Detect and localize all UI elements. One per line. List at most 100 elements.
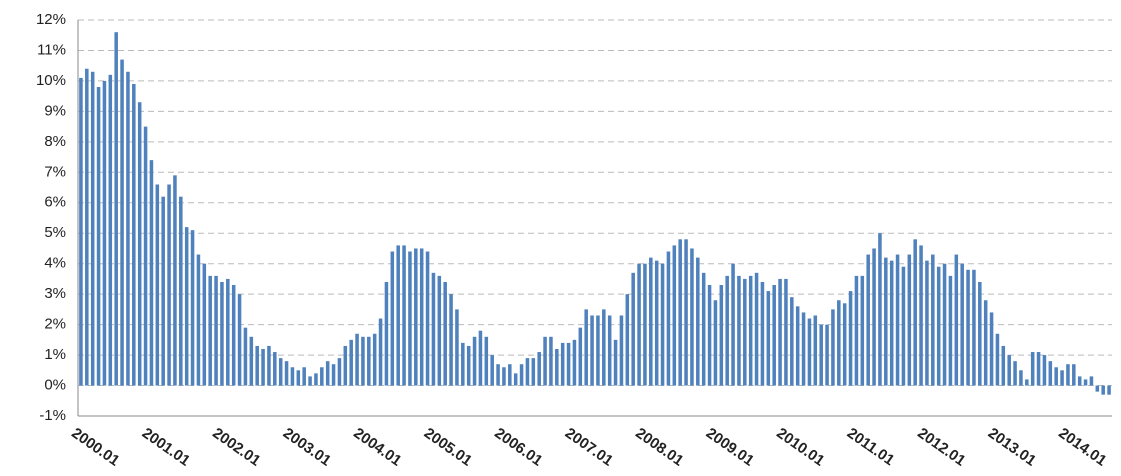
bar: [325, 361, 330, 386]
x-tick-label: 2007.01: [562, 425, 616, 470]
bar: [79, 77, 83, 386]
bar: [989, 312, 994, 386]
y-tick-label: 12%: [36, 11, 66, 28]
bar: [1036, 352, 1041, 386]
bar: [143, 126, 148, 386]
bar: [766, 291, 771, 386]
y-tick-label: 0%: [44, 377, 66, 394]
x-tick-label: 2011.01: [844, 425, 897, 470]
bar: [378, 318, 383, 386]
bar: [108, 74, 113, 386]
bar: [643, 263, 647, 386]
bar: [725, 275, 729, 386]
bar: [466, 345, 471, 386]
bar: [660, 263, 665, 386]
bar: [1060, 370, 1064, 386]
bar: [137, 102, 142, 386]
bar: [754, 272, 759, 386]
bar: [854, 275, 859, 386]
bar: [302, 367, 306, 386]
bar: [696, 257, 700, 386]
bar: [848, 291, 853, 386]
x-tick-label: 2014.01: [1055, 425, 1109, 470]
x-tick-label: 2002.01: [209, 425, 263, 470]
bar: [478, 330, 483, 386]
bar: [231, 285, 236, 386]
bar: [1001, 345, 1006, 386]
bar: [1030, 352, 1035, 386]
bar: [455, 309, 459, 386]
bar: [1019, 370, 1023, 386]
bar: [419, 248, 424, 386]
y-tick-label: 6%: [44, 194, 66, 211]
bar: [513, 373, 518, 386]
bar: [1042, 355, 1047, 386]
bar: [355, 333, 359, 386]
bar: [954, 254, 959, 386]
bar: [155, 184, 160, 386]
bar: [837, 300, 841, 386]
bar: [560, 342, 565, 386]
bar: [361, 336, 365, 386]
bar: [1095, 385, 1100, 392]
bar: [901, 266, 906, 386]
bar: [431, 272, 436, 386]
bar: [490, 355, 494, 386]
bar: [637, 263, 641, 386]
bar: [308, 376, 312, 386]
bar: [114, 32, 118, 386]
bar: [1101, 385, 1105, 395]
y-tick-label: 8%: [44, 133, 66, 150]
bar: [666, 251, 671, 386]
bar: [202, 263, 207, 386]
y-tick-label: 1%: [44, 346, 66, 363]
bar: [290, 367, 295, 386]
bar: [85, 68, 89, 386]
bar: [126, 71, 130, 386]
bar: [1077, 376, 1082, 386]
bar: [790, 297, 794, 386]
bar: [590, 315, 594, 386]
bar: [461, 342, 465, 386]
y-tick-label: 7%: [44, 163, 66, 180]
bar: [173, 175, 177, 386]
bar: [196, 254, 201, 386]
bar: [278, 358, 283, 386]
bar: [425, 251, 430, 386]
bar: [572, 339, 577, 386]
bar: [243, 327, 248, 386]
bar: [995, 333, 1000, 386]
bar: [942, 263, 947, 386]
bar: [449, 294, 453, 386]
bar: [649, 257, 653, 386]
bar: [701, 272, 706, 386]
bar: [437, 275, 442, 386]
bar: [349, 339, 353, 386]
bar: [314, 373, 318, 386]
bar: [842, 303, 847, 386]
y-tick-label: 2%: [44, 316, 66, 333]
x-tick-label: 2010.01: [773, 425, 827, 470]
bar: [960, 263, 964, 386]
y-tick-label: 11%: [37, 41, 66, 58]
y-tick-label: 5%: [44, 224, 66, 241]
bar: [149, 160, 154, 386]
bar: [384, 281, 389, 386]
bar: [367, 336, 371, 386]
bar: [531, 358, 536, 386]
x-tick-label: 2006.01: [491, 425, 545, 470]
bar: [860, 275, 865, 386]
bar: [226, 278, 230, 386]
bar: [819, 324, 823, 386]
bar: [214, 275, 218, 386]
bar: [925, 260, 929, 386]
bar: [748, 275, 753, 386]
bar: [654, 260, 659, 386]
bar: [813, 315, 818, 386]
bar: [607, 315, 612, 386]
bar: [1083, 379, 1088, 386]
bar: [672, 245, 677, 386]
bar: [784, 278, 788, 386]
bar: [343, 345, 348, 386]
